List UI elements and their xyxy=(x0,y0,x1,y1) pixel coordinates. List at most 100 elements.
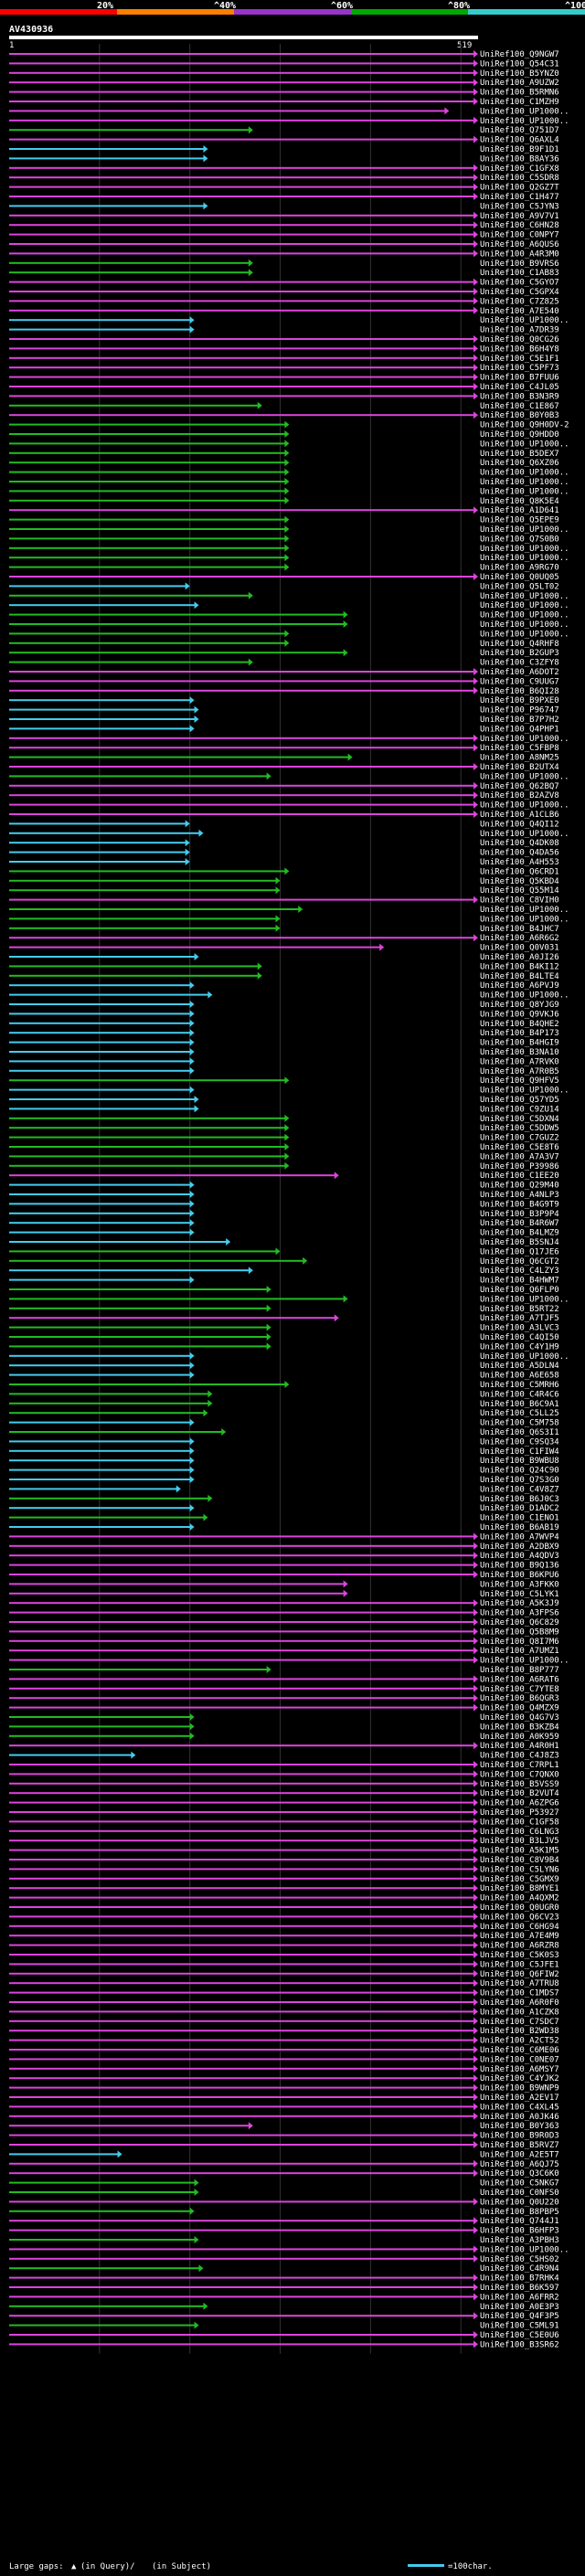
hit-bar[interactable] xyxy=(9,1868,474,1871)
hit-row[interactable]: UniRef100_B7FUU6 xyxy=(9,373,559,383)
hit-bar[interactable] xyxy=(9,1982,474,1985)
hit-label[interactable]: UniRef100_Q54C31 xyxy=(480,59,559,69)
hit-bar[interactable] xyxy=(9,1564,474,1566)
hit-label[interactable]: UniRef100_A6R6G2 xyxy=(480,934,559,943)
hit-bar[interactable] xyxy=(9,861,186,863)
hit-label[interactable]: UniRef100_B3P9P4 xyxy=(480,1210,559,1219)
hit-bar[interactable] xyxy=(9,1734,191,1737)
hit-bar[interactable] xyxy=(9,1174,335,1177)
hit-label[interactable]: UniRef100_Q6FIW2 xyxy=(480,1970,559,1979)
hit-label[interactable]: UniRef100_C5JYN3 xyxy=(480,202,559,211)
hit-bar[interactable] xyxy=(9,233,474,236)
hit-bar[interactable] xyxy=(9,937,474,939)
hit-label[interactable]: UniRef100_B3KZB4 xyxy=(480,1723,559,1732)
hit-label[interactable]: UniRef100_Q24C90 xyxy=(480,1467,559,1476)
hit-row[interactable]: UniRef100_Q24C90 xyxy=(9,1466,559,1476)
hit-row[interactable]: UniRef100_A7A3V7 xyxy=(9,1152,559,1161)
hit-row[interactable]: UniRef100_C5JYN3 xyxy=(9,202,559,211)
hit-row[interactable]: UniRef100_A7RVK0 xyxy=(9,1057,559,1066)
hit-label[interactable]: UniRef100_B2WD38 xyxy=(480,2027,559,2036)
hit-label[interactable]: UniRef100_Q0UQ05 xyxy=(480,573,559,582)
hit-label[interactable]: UniRef100_C9UUG7 xyxy=(480,677,559,686)
hit-label[interactable]: UniRef100_A2DBX9 xyxy=(480,1542,559,1552)
hit-bar[interactable] xyxy=(9,946,381,949)
hit-bar[interactable] xyxy=(9,395,474,398)
hit-bar[interactable] xyxy=(9,62,474,65)
hit-row[interactable]: UniRef100_B6KPU6 xyxy=(9,1571,559,1580)
hit-row[interactable]: UniRef100_A7R0B5 xyxy=(9,1066,559,1076)
hit-label[interactable]: UniRef100_B7FUU6 xyxy=(480,374,559,383)
hit-bar[interactable] xyxy=(9,1307,268,1309)
hit-label[interactable]: UniRef100_B2VUT4 xyxy=(480,1789,559,1798)
hit-bar[interactable] xyxy=(9,404,259,407)
hit-row[interactable]: UniRef100_B9R0D3 xyxy=(9,2131,559,2141)
hit-row[interactable]: UniRef100_C1MDS7 xyxy=(9,1988,559,1998)
hit-row[interactable]: UniRef100_B4G9T9 xyxy=(9,1200,559,1209)
hit-label[interactable]: UniRef100_A6MSY7 xyxy=(480,2065,559,2074)
hit-bar[interactable] xyxy=(9,205,205,207)
hit-bar[interactable] xyxy=(9,1269,250,1272)
hit-label[interactable]: UniRef100_A7E4M9 xyxy=(480,1932,559,1941)
hit-bar[interactable] xyxy=(9,1288,268,1290)
hit-row[interactable]: UniRef100_A1CLB6 xyxy=(9,811,559,820)
hit-label[interactable]: UniRef100_Q751D7 xyxy=(480,126,559,135)
hit-bar[interactable] xyxy=(9,1468,191,1471)
hit-bar[interactable] xyxy=(9,386,474,387)
hit-label[interactable]: UniRef100_A4QDV3 xyxy=(480,1552,559,1561)
hit-bar[interactable] xyxy=(9,1659,474,1661)
hit-row[interactable]: UniRef100_Q9H0DV-2 xyxy=(9,420,569,430)
hit-label[interactable]: UniRef100_UP1000.. xyxy=(480,1657,569,1666)
hit-bar[interactable] xyxy=(9,566,286,568)
hit-bar[interactable] xyxy=(9,252,474,255)
hit-label[interactable]: UniRef100_Q9HDD0 xyxy=(480,430,559,440)
hit-row[interactable]: UniRef100_A0JI26 xyxy=(9,953,559,962)
hit-label[interactable]: UniRef100_P39986 xyxy=(480,1162,559,1171)
hit-row[interactable]: UniRef100_A7DR39 xyxy=(9,325,559,335)
hit-row[interactable]: UniRef100_UP1000.. xyxy=(9,554,569,563)
hit-label[interactable]: UniRef100_B6H4Y8 xyxy=(480,345,559,354)
hit-label[interactable]: UniRef100_Q5KBD4 xyxy=(480,877,559,886)
hit-label[interactable]: UniRef100_B8MYE1 xyxy=(480,1884,559,1893)
hit-label[interactable]: UniRef100_C5PF73 xyxy=(480,364,559,373)
hit-row[interactable]: UniRef100_Q17JE6 xyxy=(9,1247,559,1256)
hit-label[interactable]: UniRef100_A6PVJ9 xyxy=(480,981,559,991)
hit-row[interactable]: UniRef100_B8P777 xyxy=(9,1666,559,1675)
hit-label[interactable]: UniRef100_B4G9T9 xyxy=(480,1200,559,1209)
hit-bar[interactable] xyxy=(9,2229,474,2231)
hit-bar[interactable] xyxy=(9,680,474,683)
hit-bar[interactable] xyxy=(9,699,191,702)
hit-row[interactable]: UniRef100_UP1000.. xyxy=(9,800,569,811)
hit-label[interactable]: UniRef100_Q0UGR0 xyxy=(480,1903,559,1913)
hit-row[interactable]: UniRef100_B4HWM7 xyxy=(9,1276,559,1286)
hit-label[interactable]: UniRef100_Q6CGT2 xyxy=(480,1257,559,1267)
hit-row[interactable]: UniRef100_UP1000.. xyxy=(9,772,569,781)
hit-row[interactable]: UniRef100_B9Q136 xyxy=(9,1561,559,1571)
hit-bar[interactable] xyxy=(9,224,474,227)
hit-label[interactable]: UniRef100_Q4PHP1 xyxy=(480,725,559,734)
hit-row[interactable]: UniRef100_C5GPX4 xyxy=(9,288,559,297)
hit-bar[interactable] xyxy=(9,1820,474,1823)
hit-label[interactable]: UniRef100_C1EE20 xyxy=(480,1171,559,1181)
hit-bar[interactable] xyxy=(9,319,191,322)
hit-bar[interactable] xyxy=(9,186,474,188)
hit-row[interactable]: UniRef100_B6H4Y8 xyxy=(9,345,559,354)
hit-label[interactable]: UniRef100_B9Q136 xyxy=(480,1562,559,1571)
hit-label[interactable]: UniRef100_B6J0C3 xyxy=(480,1495,559,1504)
hit-label[interactable]: UniRef100_C5LYK1 xyxy=(480,1590,559,1599)
hit-bar[interactable] xyxy=(9,300,474,302)
hit-bar[interactable] xyxy=(9,2305,205,2307)
hit-bar[interactable] xyxy=(9,1488,177,1490)
hit-bar[interactable] xyxy=(9,423,286,426)
hit-bar[interactable] xyxy=(9,1602,474,1605)
hit-row[interactable]: UniRef100_A0JK46 xyxy=(9,2112,559,2122)
hit-row[interactable]: UniRef100_P53927 xyxy=(9,1808,559,1818)
hit-label[interactable]: UniRef100_P96747 xyxy=(480,706,559,716)
hit-bar[interactable] xyxy=(9,1060,191,1063)
hit-row[interactable]: UniRef100_A6QUS6 xyxy=(9,240,559,249)
hit-label[interactable]: UniRef100_Q7S0B0 xyxy=(480,535,559,544)
hit-bar[interactable] xyxy=(9,157,205,160)
hit-bar[interactable] xyxy=(9,110,446,112)
hit-row[interactable]: UniRef100_UP1000.. xyxy=(9,630,569,639)
hit-label[interactable]: UniRef100_B5DEX7 xyxy=(480,450,559,459)
hit-label[interactable]: UniRef100_A5K3J9 xyxy=(480,1599,559,1608)
